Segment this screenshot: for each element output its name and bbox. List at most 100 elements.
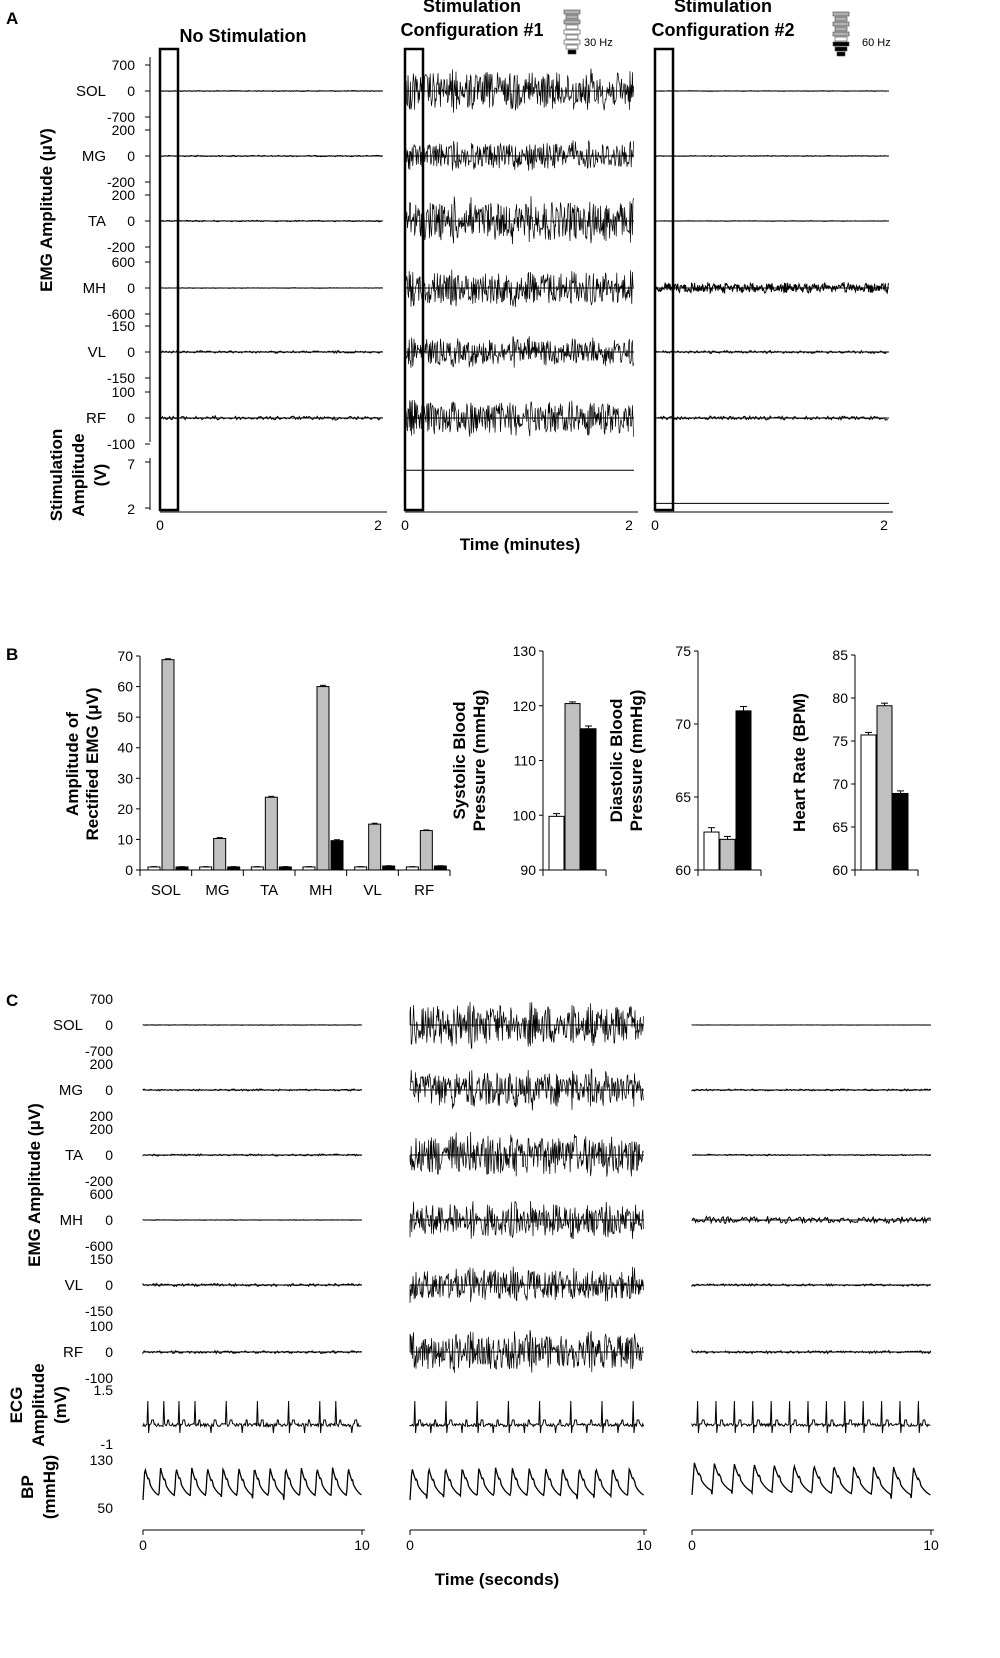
y-tick-label: -100 (85, 1370, 113, 1386)
emg-trace-mh (159, 287, 383, 289)
y-tick-label: 200 (112, 122, 136, 138)
bar-ta-series-2 (264, 796, 278, 871)
electrode-icon-cell (834, 16, 848, 22)
y-tick-label: 150 (112, 318, 136, 334)
y-tick-label: 60 (675, 862, 691, 878)
y-tick-label: 90 (520, 862, 536, 878)
emg-trace-c-mg (409, 1067, 644, 1111)
emg-trace-c-ta (409, 1131, 644, 1177)
muscle-label-vl: VL (88, 344, 106, 361)
emg-trace-c-sol (142, 1024, 362, 1026)
x-tick-label: 0 (401, 517, 409, 533)
electrode-icon-cell (565, 34, 579, 40)
y-tick-label: 200 (112, 187, 136, 203)
baseline-window-box (158, 47, 180, 512)
y-tick-label: 65 (832, 819, 848, 835)
emg-trace-c-mg (142, 1088, 362, 1092)
x-tick-label: 0 (406, 1537, 414, 1553)
electrode-icon-cell (832, 21, 850, 27)
y-tick-label: 10 (117, 831, 133, 847)
x-tick-label: 2 (880, 517, 888, 533)
emg-trace-rf (654, 414, 888, 422)
y-tick-label: -1 (101, 1436, 114, 1452)
frequency-label-60hz: 60 Hz (862, 37, 891, 49)
muscle-label-mg: MG (82, 148, 106, 165)
emg-trace-rf (404, 399, 634, 437)
y-tick-label: 0 (105, 1082, 113, 1098)
bar-ta-series-3 (278, 866, 292, 871)
y-tick-label: 20 (117, 801, 133, 817)
muscle-label-sol: SOL (76, 83, 106, 100)
emg-trace-c-ta (691, 1153, 932, 1157)
bar-rf-series-2 (419, 830, 433, 871)
y-tick-label: 60 (832, 862, 848, 878)
systolic-bp-bar-1 (548, 815, 565, 871)
x-tick-label: 10 (636, 1537, 652, 1553)
y-tick-label: -150 (107, 370, 135, 386)
y-tick-label: 0 (127, 148, 135, 164)
emg-trace-mh (654, 281, 889, 294)
bar-sol-series-1 (147, 866, 161, 871)
bar-mg-series-3 (227, 866, 241, 871)
emg-trace-vl (654, 349, 888, 355)
y-axis-label-emg-amplitude: EMG Amplitude (μV) (37, 128, 56, 292)
emg-trace-c-mg (691, 1088, 931, 1092)
y-tick-label: -200 (85, 1173, 113, 1189)
systolic-bp-bar-2 (564, 703, 581, 871)
category-label-sol: SOL (151, 882, 181, 899)
bp-trace (691, 1462, 931, 1499)
y-axis-label-emg-amplitude-c: EMG Amplitude (μV) (25, 1103, 44, 1267)
electrode-array-icon-config-1 (563, 9, 581, 55)
emg-trace-sol (404, 68, 634, 113)
x-tick-label: 10 (923, 1537, 939, 1553)
y-tick-label: 0 (127, 213, 135, 229)
emg-trace-c-vl (691, 1283, 932, 1288)
diastolic-bp-bar-1 (703, 831, 720, 871)
muscle-label-mh: MH (83, 280, 106, 297)
y-tick-label: -200 (107, 239, 135, 255)
y-tick-label: 40 (117, 740, 133, 756)
baseline-window-box (403, 47, 425, 512)
electrode-icon-cell (567, 49, 577, 55)
muscle-label-c-mg: MG (59, 1082, 83, 1099)
y-tick-label: 0 (105, 1277, 113, 1293)
y-tick-label: 100 (90, 1318, 114, 1334)
y-tick-label: 700 (112, 57, 136, 73)
heart-rate-bar-3 (892, 792, 909, 871)
muscle-label-c-sol: SOL (53, 1017, 83, 1034)
electrode-icon-cell (834, 46, 848, 52)
y-tick-label: -100 (107, 436, 135, 452)
y-tick-label: 0 (127, 410, 135, 426)
muscle-label-ta: TA (88, 213, 106, 230)
x-tick-label: 2 (625, 517, 633, 533)
y-tick-label: 600 (112, 254, 136, 270)
electrode-icon-cell (832, 31, 850, 37)
y-tick-label: 50 (97, 1500, 113, 1516)
emg-trace-ta (654, 220, 888, 222)
column-title-config-2: Stimulation Configuration #2 (652, 0, 795, 40)
frequency-label-30hz: 30 Hz (584, 37, 613, 49)
y-tick-label: 100 (112, 384, 136, 400)
y-tick-label: 85 (832, 647, 848, 663)
y-tick-label: -700 (85, 1043, 113, 1059)
emg-trace-c-vl (142, 1282, 362, 1288)
bar-vl-series-2 (368, 823, 382, 871)
muscle-label-c-ta: TA (65, 1147, 83, 1164)
column-title-no-stimulation: No Stimulation (180, 26, 307, 46)
ecg-trace (409, 1400, 645, 1434)
y-tick-label: 0 (127, 83, 135, 99)
electrode-icon-cell (834, 26, 848, 32)
y-tick-label: 75 (675, 643, 691, 659)
y-tick-label: 700 (90, 991, 114, 1007)
y-tick-label: 75 (832, 733, 848, 749)
bar-rf-series-1 (405, 866, 419, 871)
y-tick-label: 50 (117, 709, 133, 725)
y-tick-label: 1.5 (94, 1382, 114, 1398)
muscle-label-c-mh: MH (60, 1212, 83, 1229)
y-axis-label-rectified-emg: Amplitude ofRectified EMG (μV) (63, 687, 102, 840)
emg-trace-ta (159, 219, 383, 223)
y-tick-label: 200 (90, 1108, 114, 1124)
emg-trace-vl (159, 349, 383, 354)
emg-trace-mg (654, 154, 888, 158)
emg-trace-mg (159, 154, 383, 158)
